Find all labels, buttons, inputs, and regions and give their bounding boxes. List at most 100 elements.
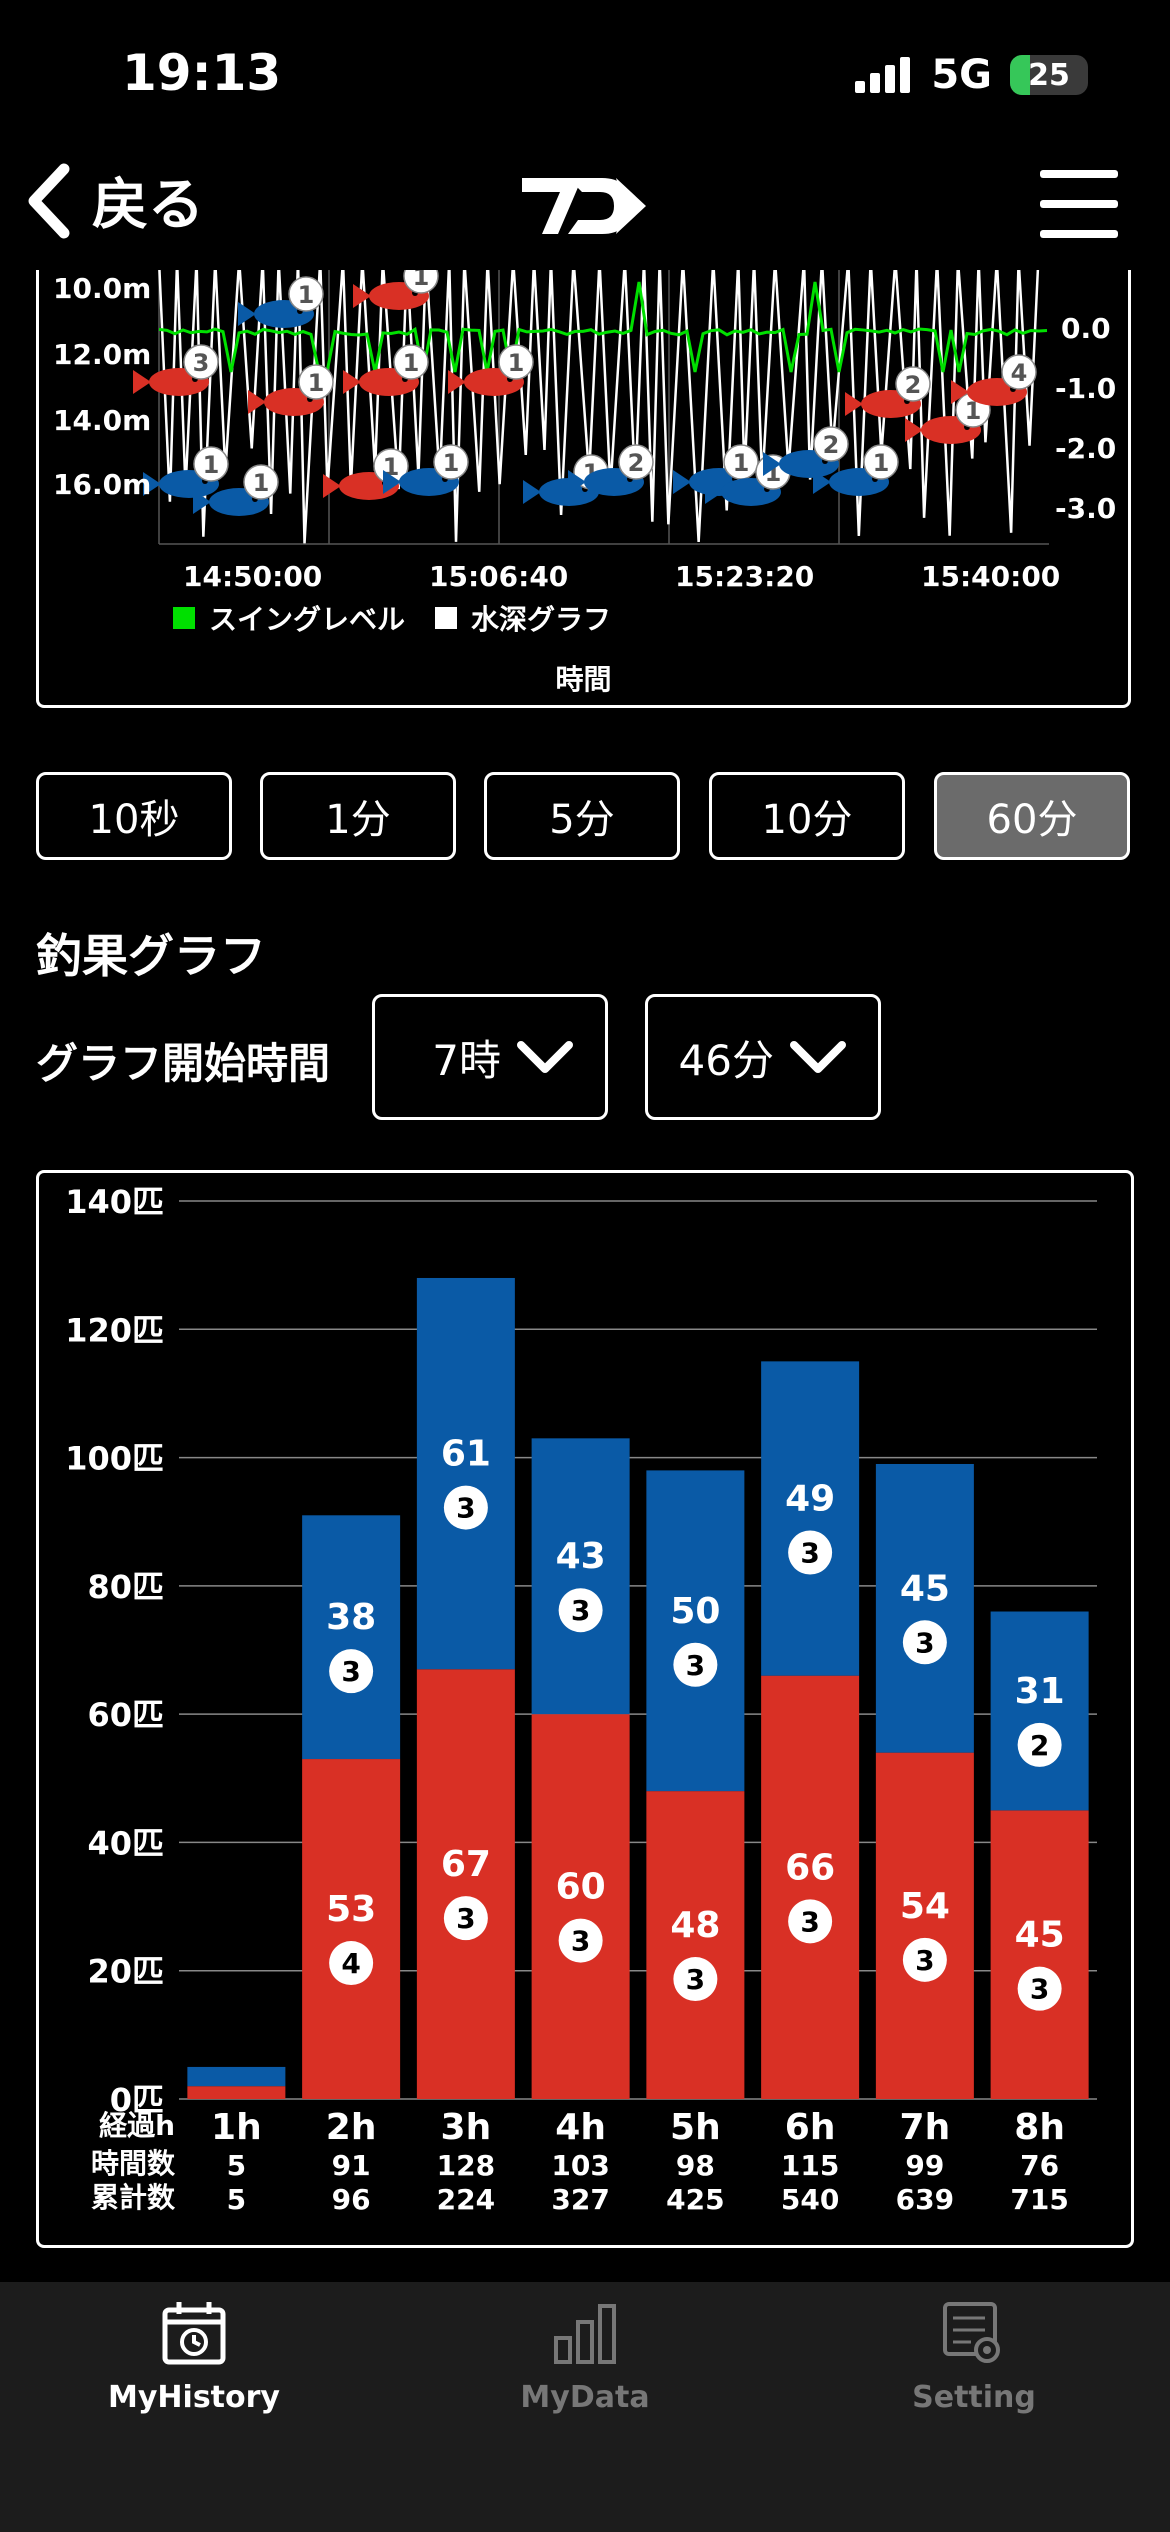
- bar-value-label: 67: [441, 1844, 491, 1885]
- hourly-total-label: 98: [676, 2149, 715, 2182]
- angler-count-label: 3: [915, 1944, 934, 1977]
- bar-blue-segment: [761, 1361, 860, 1676]
- cumulative-total-label: 639: [896, 2183, 954, 2216]
- x-axis-title: 時間: [555, 663, 612, 696]
- fish-marker: 4: [951, 354, 1037, 406]
- x-tick-label: 15:40:00: [921, 560, 1061, 593]
- y-tick-label: 0匹: [110, 2081, 164, 2119]
- cumulative-total-label: 5: [227, 2183, 246, 2216]
- bar-value-label: 61: [441, 1434, 491, 1475]
- fish-count-label: 1: [308, 369, 325, 397]
- interval-10s-button[interactable]: 10秒: [36, 772, 232, 860]
- bar-red-segment: [531, 1714, 630, 2099]
- x-category-label: 4h: [555, 2107, 606, 2148]
- x-category-label: 6h: [785, 2107, 836, 2148]
- legend-swatch-depth: [435, 607, 458, 629]
- hour-value: 7時: [432, 1035, 501, 1085]
- legend-swatch-swing: [173, 607, 195, 629]
- angler-count-label: 3: [800, 1537, 819, 1570]
- bar-value-label: 43: [556, 1536, 606, 1577]
- fish-count-label: 1: [253, 469, 270, 497]
- bar-red-segment: [302, 1759, 401, 2099]
- chevron-down-icon: [790, 1041, 846, 1073]
- x-category-label: 1h: [211, 2107, 262, 2148]
- cumulative-total-label: 425: [666, 2183, 724, 2216]
- bar-blue-segment: [646, 1470, 745, 1792]
- bar-red-segment: [990, 1810, 1089, 2099]
- bar-value-label: 45: [900, 1568, 950, 1609]
- interval-1m-button[interactable]: 1分: [260, 772, 456, 860]
- hour-dropdown[interactable]: 7時: [372, 994, 608, 1120]
- y-tick-label: 80匹: [87, 1568, 164, 1606]
- tab-label: Setting: [912, 2380, 1036, 2415]
- angler-count-badge: [788, 1899, 833, 1944]
- fish-marker: 1: [813, 444, 899, 496]
- bar-value-label: 54: [900, 1886, 950, 1927]
- back-label: 戻る: [92, 173, 204, 238]
- status-indicators: 5G 25: [855, 52, 1088, 98]
- y-left-label: 10.0m: [53, 272, 152, 305]
- angler-count-badge: [902, 1620, 947, 1665]
- fish-marker: 1: [143, 446, 229, 498]
- bar-value-label: 53: [326, 1889, 376, 1930]
- minute-value: 46分: [678, 1035, 774, 1085]
- tab-myhistory[interactable]: MyHistory: [74, 2300, 314, 2415]
- bar-value-label: 48: [670, 1905, 720, 1946]
- y-tick-label: 40匹: [87, 1824, 164, 1862]
- back-button[interactable]: 戻る: [24, 160, 204, 241]
- interval-10m-button[interactable]: 10分: [709, 772, 905, 860]
- row-label: 経過h: [99, 2109, 175, 2142]
- fish-marker: 2: [845, 366, 931, 418]
- fish-count-label: 1: [733, 449, 750, 477]
- interval-5m-button[interactable]: 5分: [484, 772, 680, 860]
- hamburger-menu-icon[interactable]: [1040, 170, 1118, 238]
- fish-count-label: 4: [1011, 359, 1028, 387]
- interval-60m-button[interactable]: 60分: [934, 772, 1130, 860]
- hourly-total-label: 128: [437, 2149, 495, 2182]
- status-time: 19:13: [122, 44, 282, 102]
- tab-setting[interactable]: Setting: [854, 2300, 1094, 2415]
- cumulative-total-label: 327: [551, 2183, 609, 2216]
- x-category-label: 5h: [670, 2107, 721, 2148]
- angler-count-label: 3: [915, 1626, 934, 1659]
- bar-value-label: 45: [1015, 1915, 1065, 1956]
- angler-count-badge: [443, 1896, 488, 1941]
- angler-count-label: 3: [686, 1649, 705, 1682]
- graph-start-label: グラフ開始時間: [36, 1039, 331, 1088]
- fish-count-label: 2: [823, 431, 840, 459]
- chevron-down-icon: [517, 1041, 573, 1073]
- y-left-label: 12.0m: [53, 338, 152, 371]
- minute-dropdown[interactable]: 46分: [645, 994, 881, 1120]
- section-title: 釣果グラフ: [36, 929, 266, 983]
- angler-count-badge: [673, 1642, 718, 1687]
- cumulative-total-label: 715: [1010, 2183, 1068, 2216]
- cumulative-total-label: 224: [437, 2183, 495, 2216]
- fish-count-label: 1: [298, 281, 315, 309]
- fish-count-label: 3: [193, 349, 210, 377]
- bar-blue-segment: [531, 1438, 630, 1715]
- bar-red-segment: [761, 1675, 860, 2099]
- bar-value-label: 31: [1015, 1671, 1065, 1712]
- fish-count-label: 2: [905, 371, 922, 399]
- angler-count-label: 3: [1030, 1973, 1049, 2006]
- angler-count-badge: [329, 1649, 374, 1694]
- bar-blue-segment: [875, 1463, 974, 1753]
- angler-count-label: 2: [1030, 1729, 1049, 1762]
- x-tick-label: 15:06:40: [429, 560, 569, 593]
- hourly-total-label: 103: [551, 2149, 609, 2182]
- bar-chart-icon: [554, 2304, 616, 2364]
- fish-marker: 1: [238, 276, 324, 328]
- calendar-history-icon: [162, 2302, 226, 2365]
- tab-mydata[interactable]: MyData: [465, 2300, 705, 2415]
- cumulative-total-label: 540: [781, 2183, 839, 2216]
- y-tick-label: 120匹: [65, 1311, 164, 1349]
- fish-marker: 3: [133, 344, 219, 396]
- bar-blue-segment: [187, 2066, 286, 2087]
- carrier-label: 5G: [931, 52, 992, 98]
- y-left-label: 16.0m: [53, 468, 152, 501]
- angler-count-badge: [1017, 1966, 1062, 2011]
- y-left-label: 14.0m: [53, 404, 152, 437]
- angler-count-label: 3: [456, 1492, 475, 1525]
- y-tick-label: 60匹: [87, 1696, 164, 1734]
- fish-count-label: 1: [203, 451, 220, 479]
